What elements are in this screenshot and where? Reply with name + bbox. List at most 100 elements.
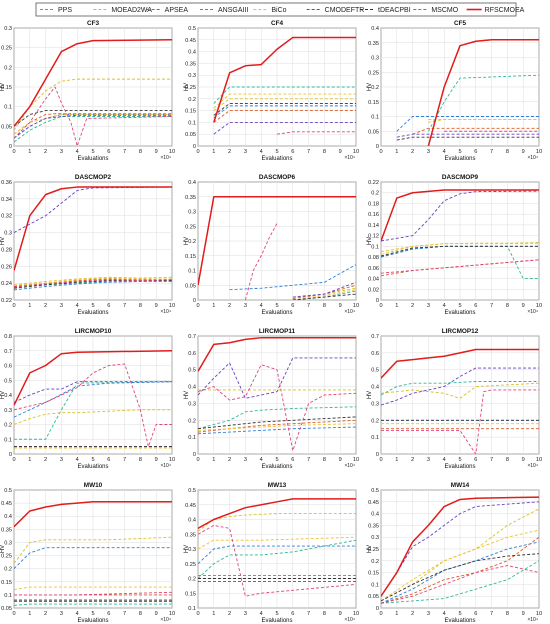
series-line-tdeacpbi [292, 293, 356, 300]
y-tick-label: 0.1 [4, 593, 12, 599]
y-tick-label: 0.6 [371, 351, 379, 357]
panel-mw13: MW13 0.1 0.15 0.2 0.25 0.3 0.35 0.4 0.45 0.5 0 1 2 3 4… [184, 482, 359, 624]
y-tick-label: 0.06 [368, 266, 379, 272]
series-line-mscmo [14, 363, 172, 448]
x-axis-label: Evaluations [444, 310, 475, 316]
chart-title: CF4 [271, 20, 284, 27]
y-axis-label: HV [0, 237, 6, 245]
series-line-cmodeftr [198, 357, 356, 399]
x-tick-label: 2 [44, 611, 47, 617]
series-group [198, 336, 356, 452]
x-tick-label: 5 [458, 611, 461, 617]
y-tick-label: 0.2 [188, 418, 196, 424]
x-tick-label: 1 [28, 303, 31, 309]
y-tick-label: 0.3 [4, 231, 12, 237]
y-tick-label: 0.5 [371, 488, 379, 494]
series-line-pps [14, 603, 172, 606]
x-tick-label: 5 [458, 303, 461, 309]
y-tick-label: 0.6 [4, 364, 12, 370]
y-tick-label: 0.26 [1, 264, 12, 270]
x-tick-label: 10 [353, 457, 359, 463]
y-tick-label: 0 [9, 144, 12, 150]
x-tick-label: 5 [91, 457, 94, 463]
series-line-ansgaiii [213, 110, 356, 123]
x-exponent-label: ×10⁴ [344, 155, 355, 161]
x-tick-label: 4 [76, 303, 79, 309]
y-tick-label: 0 [376, 144, 379, 150]
y-tick-label: 0.3 [188, 210, 196, 216]
y-tick-label: 0 [193, 298, 196, 304]
x-tick-label: 9 [522, 457, 525, 463]
chart-title: CF5 [454, 20, 467, 27]
series-group [381, 189, 539, 279]
y-tick-label: 0.35 [185, 61, 196, 67]
y-tick-label: 0.1 [4, 437, 12, 443]
y-tick-label: 0.4 [188, 518, 196, 524]
x-tick-label: 10 [536, 303, 542, 309]
series-line-rfscmoea [381, 496, 539, 597]
x-tick-label: 6 [474, 457, 477, 463]
series-line-moead2wa [14, 78, 172, 131]
x-tick-label: 6 [474, 303, 477, 309]
legend-box [35, 2, 517, 17]
legend-label-tdeacpbi: tDEACPBI [378, 7, 411, 14]
series-line-tdeacpbi [14, 110, 172, 127]
y-tick-label: 0.6 [188, 351, 196, 357]
y-axis-label: HV [184, 237, 190, 245]
y-tick-label: 0.15 [368, 571, 379, 577]
y-axis-label: HV [367, 83, 373, 91]
y-tick-label: 0.25 [1, 46, 12, 52]
x-tick-label: 10 [536, 611, 542, 617]
x-tick-label: 4 [260, 457, 263, 463]
x-tick-label: 8 [139, 457, 142, 463]
series-line-bico [14, 586, 172, 591]
y-tick-label: 0.4 [4, 514, 12, 520]
series-line-moead2wa [14, 276, 172, 286]
x-exponent-label: ×10⁴ [160, 155, 171, 161]
y-tick-label: 0.5 [4, 488, 12, 494]
y-tick-label: 0.15 [1, 580, 12, 586]
y-tick-label: 0.15 [1, 85, 12, 91]
y-tick-label: 0.25 [368, 547, 379, 553]
series-group [396, 39, 539, 146]
series-line-rfscmoea [213, 36, 356, 123]
x-tick-label: 4 [443, 303, 446, 309]
y-tick-label: 0.35 [1, 527, 12, 533]
x-tick-label: 10 [536, 149, 542, 155]
y-tick-label: 0.2 [188, 239, 196, 245]
x-tick-label: 5 [91, 611, 94, 617]
y-tick-label: 0.22 [368, 180, 379, 186]
y-tick-label: 0.45 [185, 503, 196, 509]
series-line-bico [198, 423, 356, 431]
x-tick-label: 10 [169, 303, 175, 309]
x-tick-label: 9 [155, 457, 158, 463]
y-tick-label: 0.36 [1, 180, 12, 186]
series-line-cmodeftr [381, 190, 539, 242]
x-tick-label: 3 [60, 611, 63, 617]
x-tick-label: 4 [260, 611, 263, 617]
series-line-rfscmoea [14, 39, 172, 127]
series-line-bico [14, 277, 172, 287]
x-tick-label: 6 [107, 149, 110, 155]
series-line-mscmo [14, 591, 172, 596]
x-tick-label: 8 [139, 149, 142, 155]
x-tick-label: 10 [353, 303, 359, 309]
x-tick-label: 1 [212, 149, 215, 155]
x-tick-label: 6 [291, 611, 294, 617]
series-line-mscmo [381, 565, 539, 604]
x-tick-label: 1 [28, 611, 31, 617]
y-tick-label: 0.35 [185, 532, 196, 538]
legend-label-ansgaiii: ANSGAIII [218, 7, 248, 14]
y-tick-label: 0.05 [368, 129, 379, 135]
x-exponent-label: ×10⁴ [160, 463, 171, 469]
x-tick-label: 5 [91, 149, 94, 155]
y-tick-label: 0.32 [1, 214, 12, 220]
x-tick-label: 4 [443, 611, 446, 617]
x-tick-label: 8 [139, 611, 142, 617]
x-tick-label: 6 [291, 457, 294, 463]
x-tick-label: 7 [490, 303, 493, 309]
x-axis-label: Evaluations [77, 618, 108, 624]
legend-label-rfscmoea: RFSCMOEA [485, 7, 525, 14]
